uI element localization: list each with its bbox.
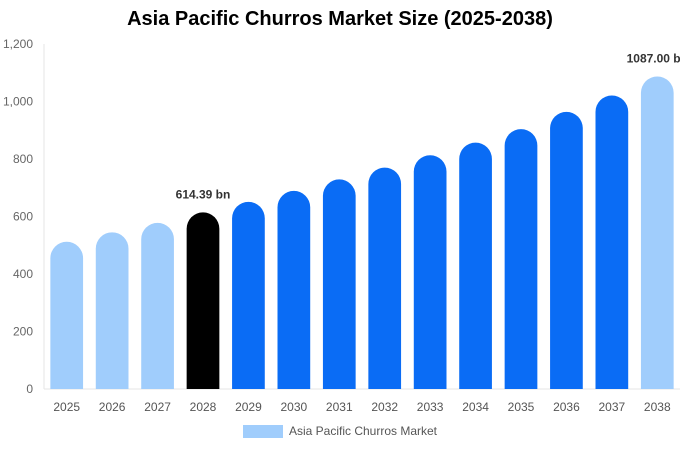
bar[interactable] xyxy=(232,201,265,389)
x-tick-label: 2035 xyxy=(508,400,535,414)
x-tick-label: 2030 xyxy=(281,400,308,414)
bar[interactable] xyxy=(504,129,538,390)
data-label: 614.39 bn xyxy=(176,187,231,201)
x-tick-label: 2034 xyxy=(462,400,489,414)
bars-group xyxy=(50,76,674,390)
x-tick-label: 2026 xyxy=(99,400,126,414)
y-tick-label: 400 xyxy=(13,267,33,281)
bar[interactable] xyxy=(95,232,129,389)
x-tick-label: 2028 xyxy=(190,400,217,414)
y-axis: 0 200 400 600 800 1,000 1,200 xyxy=(3,37,45,396)
y-tick-label: 0 xyxy=(26,382,33,396)
bar[interactable] xyxy=(186,212,220,389)
legend-label: Asia Pacific Churros Market xyxy=(288,424,438,438)
y-tick-label: 600 xyxy=(13,210,33,224)
bar[interactable] xyxy=(368,167,402,389)
x-tick-label: 2025 xyxy=(53,400,80,414)
y-tick-label: 1,200 xyxy=(3,37,33,51)
legend-swatch xyxy=(242,424,283,438)
x-tick-label: 2032 xyxy=(371,400,398,414)
x-axis: 2025 2026 2027 2028 2029 2030 2031 2032 2033 2034… xyxy=(44,388,680,414)
chart-title: Asia Pacific Churros Market Size (2025-2… xyxy=(127,8,553,30)
bar[interactable] xyxy=(322,179,356,389)
y-tick-label: 200 xyxy=(13,325,33,339)
bar[interactable] xyxy=(413,155,447,389)
data-label: 1087.00 bn xyxy=(627,51,680,65)
y-tick-label: 1,000 xyxy=(3,95,33,109)
bar[interactable] xyxy=(640,76,674,389)
bar[interactable] xyxy=(277,190,311,389)
data-labels-group: 614.39 bn 1087.00 bn xyxy=(176,51,680,201)
bar[interactable] xyxy=(595,95,629,390)
x-tick-label: 2037 xyxy=(599,400,626,414)
x-tick-label: 2027 xyxy=(144,400,171,414)
y-tick-label: 800 xyxy=(13,152,33,166)
x-tick-label: 2031 xyxy=(326,400,353,414)
bar[interactable] xyxy=(550,111,583,389)
x-tick-label: 2029 xyxy=(235,400,262,414)
bar[interactable] xyxy=(141,222,174,389)
x-tick-label: 2038 xyxy=(644,400,671,414)
x-tick-label: 2033 xyxy=(417,400,444,414)
legend[interactable]: Asia Pacific Churros Market xyxy=(0,424,680,438)
bar[interactable] xyxy=(459,142,492,389)
bar[interactable] xyxy=(50,241,84,389)
x-tick-label: 2036 xyxy=(553,400,580,414)
